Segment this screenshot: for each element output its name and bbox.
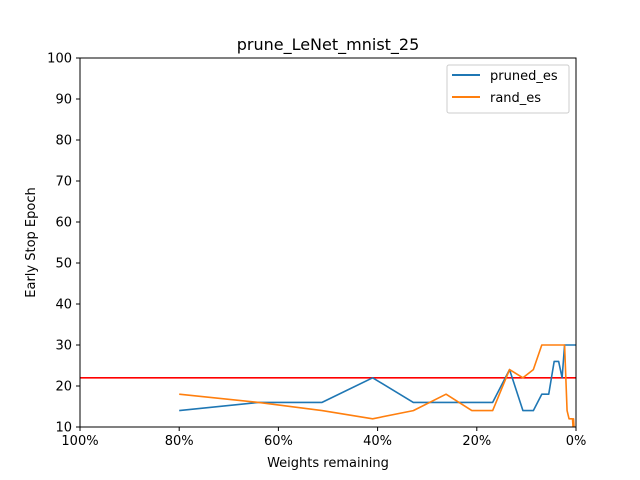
legend-box — [446, 64, 570, 114]
y-axis-title: Early Stop Epoch — [24, 187, 39, 297]
x-tick-label: 0% — [566, 434, 587, 449]
x-axis-title: Weights remaining — [267, 456, 389, 471]
legend-label-rand-es: rand_es — [490, 91, 541, 106]
legend: pruned_es rand_es — [446, 64, 570, 114]
y-tick-label: 60 — [55, 216, 72, 231]
x-axis: 100% 80% 60% 40% 20% 0% — [61, 427, 586, 449]
y-tick-label: 30 — [55, 339, 72, 354]
x-tick-label: 20% — [462, 434, 491, 449]
x-tick-label: 40% — [363, 434, 392, 449]
series-line-rand-es — [179, 344, 575, 427]
series-layer — [179, 344, 576, 427]
y-tick-label: 40 — [55, 298, 72, 313]
y-tick-label: 100 — [47, 52, 72, 67]
y-tick-label: 20 — [55, 380, 72, 395]
x-tick-label: 100% — [61, 434, 98, 449]
legend-label-pruned-es: pruned_es — [490, 69, 558, 84]
y-tick-label: 10 — [55, 421, 72, 436]
x-tick-label: 80% — [165, 434, 194, 449]
y-tick-label: 90 — [55, 93, 72, 108]
plot-frame — [79, 57, 577, 428]
y-tick-label: 70 — [55, 175, 72, 190]
y-axis: 10 20 30 40 50 60 70 80 90 100 — [47, 52, 80, 436]
y-tick-label: 50 — [55, 257, 72, 272]
y-tick-label: 80 — [55, 134, 72, 149]
x-tick-label: 60% — [264, 434, 293, 449]
chart-title: prune_LeNet_mnist_25 — [237, 35, 420, 55]
